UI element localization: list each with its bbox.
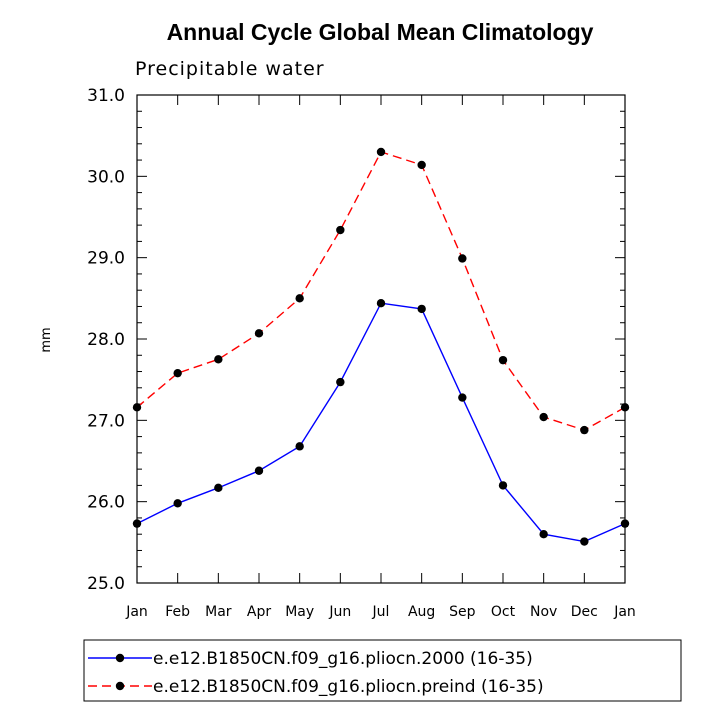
legend-marker-1 [115, 653, 125, 663]
data-point-series-1 [539, 530, 548, 539]
x-tick-label: Jan [125, 604, 148, 620]
y-tick-label: 27.0 [87, 411, 125, 431]
y-tick-label: 30.0 [87, 167, 125, 187]
chart-title: Annual Cycle Global Mean Climatology [167, 19, 594, 45]
data-point-series-1 [498, 481, 508, 490]
data-point-series-2 [417, 160, 426, 170]
data-point-series-2 [580, 425, 589, 435]
data-point-series-1 [254, 466, 264, 475]
series-line-1 [136, 302, 626, 543]
data-point-series-1 [214, 483, 223, 493]
data-point-series-2 [376, 147, 386, 157]
x-tick-label: Oct [491, 604, 516, 620]
y-tick-labels: 25.0 26.0 27.0 28.0 29.0 30.0 31.0 [87, 86, 125, 594]
series-points [132, 147, 630, 546]
data-point-series-2 [458, 254, 467, 263]
series-lines [136, 151, 626, 543]
data-point-series-2 [254, 329, 264, 338]
data-point-series-1 [173, 499, 182, 508]
data-point-series-2 [539, 412, 548, 422]
data-point-series-1 [417, 304, 426, 314]
x-tick-label: Apr [247, 604, 271, 620]
data-point-series-2 [620, 403, 630, 412]
y-tick-label: 26.0 [87, 493, 125, 513]
legend-label-1: e.e12.B1850CN.f09_g16.pliocn.2000 (16-35… [153, 649, 533, 669]
axis-ticks [136, 94, 626, 584]
data-point-series-1 [620, 519, 630, 528]
y-tick-label: 29.0 [87, 249, 125, 269]
x-tick-label: Jul [372, 604, 390, 620]
x-tick-label: Nov [530, 604, 557, 620]
data-point-series-1 [295, 442, 304, 451]
legend: e.e12.B1850CN.f09_g16.pliocn.2000 (16-35… [88, 649, 544, 697]
x-tick-label: Jan [613, 604, 636, 620]
series-line-2 [136, 151, 626, 431]
x-tick-label: Dec [571, 604, 598, 620]
data-point-series-1 [458, 393, 467, 402]
chart-subtitle: Precipitable water [135, 58, 325, 80]
data-point-series-2 [295, 294, 304, 303]
data-point-series-2 [336, 225, 345, 235]
y-tick-label: 31.0 [87, 86, 125, 106]
data-point-series-1 [132, 519, 142, 528]
legend-label-2: e.e12.B1850CN.f09_g16.pliocn.preind (16-… [153, 677, 544, 697]
x-tick-label: Mar [205, 604, 232, 620]
data-point-series-2 [214, 355, 223, 364]
y-tick-label: 28.0 [87, 330, 125, 350]
x-tick-label: Jun [328, 604, 351, 620]
data-point-series-2 [498, 355, 508, 365]
x-tick-label: Aug [408, 604, 435, 620]
x-tick-label: Sep [449, 604, 476, 620]
y-tick-label: 25.0 [87, 574, 125, 594]
x-tick-label: May [285, 604, 314, 620]
y-axis-label: mm [39, 327, 54, 352]
data-point-series-2 [132, 403, 142, 412]
legend-marker-2 [115, 681, 125, 691]
data-point-series-2 [173, 368, 182, 378]
data-point-series-1 [580, 537, 589, 546]
x-tick-labels: Jan Feb Mar Apr May Jun Jul Aug Sep Oct Nov Dec Jan [125, 604, 636, 620]
data-point-series-1 [336, 377, 345, 387]
data-point-series-1 [376, 299, 386, 308]
x-tick-label: Feb [165, 604, 190, 620]
legend-box [83, 639, 682, 702]
plot-frame [136, 94, 626, 584]
